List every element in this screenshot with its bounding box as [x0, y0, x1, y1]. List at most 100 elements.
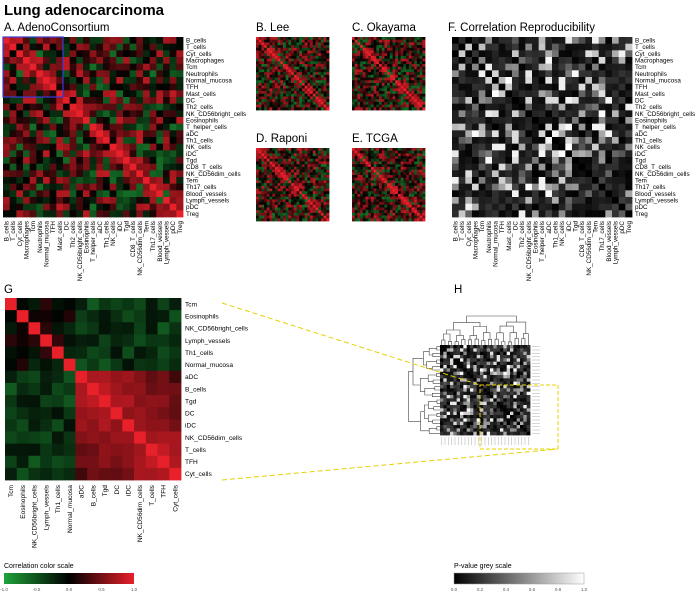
panel-c-cell [384, 96, 388, 100]
panel-e-cell [392, 210, 396, 214]
panel-c-cell [357, 69, 361, 73]
panel-c-cell [387, 107, 391, 111]
panel-a-cell [76, 197, 84, 205]
panel-c-cell [365, 66, 369, 70]
panel-a-cell [43, 90, 51, 98]
panel-h-cell [443, 351, 448, 356]
panel-f-cell [558, 163, 566, 171]
panel-d-cell [280, 188, 284, 192]
panel-b-cell [274, 99, 279, 103]
panel-a-cell [56, 210, 64, 218]
panel-e-cell [403, 212, 407, 216]
panel-d-cell [291, 148, 295, 152]
panel-a-cell [56, 77, 64, 85]
panel-a-col-label: Eosinophils [84, 221, 91, 253]
panel-b-cell [285, 45, 289, 49]
panel-c-cell [392, 55, 396, 60]
panel-f-cell [512, 150, 520, 158]
panel-d-cell [326, 183, 330, 187]
panel-e-cell [362, 148, 366, 152]
panel-e-cell [408, 177, 412, 181]
panel-e-cell [387, 172, 391, 176]
panel-b-cell [272, 74, 276, 78]
panel-d-cell [272, 175, 276, 179]
panel-b-cell [299, 55, 303, 60]
panel-a-cell [156, 77, 164, 85]
panel-d-cell [304, 185, 308, 189]
panel-f-cell [458, 110, 466, 118]
panel-a-cell [36, 170, 44, 178]
panel-b-cell [301, 45, 306, 49]
panel-a-col-label: Blood_vessels [157, 221, 164, 262]
panel-f-cell [492, 130, 500, 138]
panel-d-cell [266, 166, 270, 171]
panel-d-cell [293, 169, 297, 173]
panel-f-cell [505, 183, 513, 191]
panel-e-cell [389, 180, 393, 184]
panel-a-cell [136, 63, 144, 71]
panel-a-cell [83, 43, 91, 51]
panel-a-cell [116, 177, 124, 185]
panel-f-row-label: NK_cells [635, 144, 660, 151]
panel-e-cell [357, 153, 361, 157]
panel-e-cell [365, 172, 369, 176]
panel-a-cell [36, 83, 44, 91]
panel-f-row-label: Tem [635, 178, 647, 185]
panel-h-dendrogram-branch [432, 393, 440, 397]
panel-f-cell [625, 210, 633, 218]
panel-g-cell [169, 407, 182, 420]
panel-f-cell [585, 157, 593, 165]
panel-f-cell [465, 143, 473, 151]
panel-d-cell [283, 158, 287, 162]
panel-e-cell [408, 210, 412, 214]
panel-f-col-label: Mast_cells [506, 221, 513, 251]
panel-h-cell [450, 361, 454, 366]
panel-h-cell [443, 345, 448, 349]
panel-b-cell [307, 96, 311, 100]
panel-f-cell [545, 77, 553, 85]
panel-e-cell [397, 153, 402, 157]
panel-f-cell [472, 143, 480, 151]
panel-d-cell [320, 207, 324, 211]
panel-f-cell [498, 150, 506, 158]
panel-a-cell [116, 203, 124, 211]
panel-a-cell [89, 70, 97, 78]
panel-d-cell [323, 156, 327, 160]
panel-a-cell [176, 63, 184, 71]
panel-c-cell [406, 39, 410, 43]
panel-b-cell [315, 96, 319, 100]
panel-h-dendrogram-branch [514, 338, 519, 345]
panel-d-cell [296, 177, 300, 181]
panel-a-cell [36, 197, 44, 205]
panel-h-cell [486, 358, 491, 363]
panel-d-cell [285, 204, 289, 208]
panel-c-cell [368, 93, 372, 97]
panel-e-cell [384, 204, 388, 208]
panel-a-cell [109, 177, 117, 185]
panel-b-cell [291, 61, 295, 65]
panel-e-cell [354, 204, 358, 208]
panel-e-cell [408, 180, 412, 184]
panel-e-cell [411, 210, 415, 214]
panel-f-col-label: pDC [619, 221, 626, 234]
panel-a-cell [143, 43, 151, 51]
panel-c-cell [352, 61, 356, 65]
panel-h-dendrogram-branch [424, 388, 435, 396]
panel-h-cell [503, 355, 508, 359]
panel-f-cell [612, 83, 620, 91]
panel-c-cell [357, 72, 361, 76]
panel-a-cell [89, 130, 97, 138]
panel-e-cell [381, 193, 385, 198]
panel-a-cell [103, 103, 111, 111]
panel-d-cell [261, 172, 265, 176]
panel-d-cell [320, 215, 324, 219]
panel-d-cell [283, 164, 287, 168]
panel-f-cell [458, 143, 466, 151]
panel-c-cell [360, 93, 364, 97]
panel-d-cell [296, 180, 300, 184]
panel-g-cell [40, 322, 53, 335]
panel-f-cell [452, 43, 460, 51]
panel-a-cell [109, 210, 117, 218]
panel-c-cell [414, 61, 418, 65]
panel-h-cell [513, 345, 518, 349]
